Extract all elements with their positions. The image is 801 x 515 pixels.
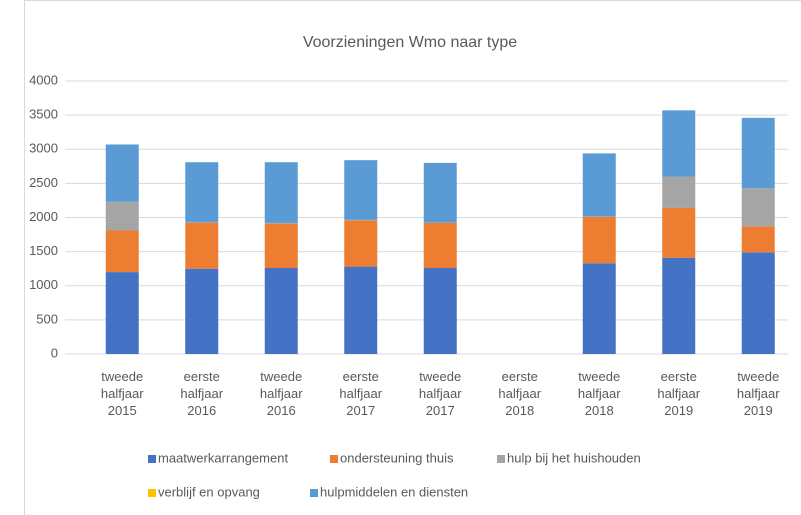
- bar-segment: [105, 230, 139, 273]
- y-tick-label: 1500: [29, 243, 58, 258]
- bar-segment: [662, 176, 696, 208]
- x-tick-label: eerste halfjaar 2018: [498, 369, 542, 418]
- x-tick-label: tweede halfjaar 2015: [100, 369, 144, 418]
- bar-segment: [741, 117, 775, 189]
- bar-segment: [264, 268, 298, 354]
- bar-segment: [741, 252, 775, 354]
- bar-segment: [344, 160, 378, 220]
- legend-swatch: [330, 455, 338, 463]
- bar-segment: [423, 162, 457, 223]
- bar-segment: [582, 153, 616, 217]
- bar-segment: [344, 266, 378, 354]
- chart-title: Voorzieningen Wmo naar type: [303, 34, 517, 51]
- legend-label: ondersteuning thuis: [340, 450, 454, 465]
- bar-segment: [264, 223, 298, 269]
- bar-segment: [105, 272, 139, 354]
- bar-segment: [423, 268, 457, 354]
- x-tick-label: eerste halfjaar 2016: [180, 369, 224, 418]
- legend-label: hulpmiddelen en diensten: [320, 484, 468, 499]
- legend-swatch: [497, 455, 505, 463]
- x-tick-label: eerste halfjaar 2019: [657, 369, 701, 418]
- bar-segment: [662, 110, 696, 177]
- bar-segment: [741, 188, 775, 227]
- y-tick-label: 0: [51, 345, 58, 360]
- legend-label: maatwerkarrangement: [158, 450, 288, 465]
- y-tick-label: 4000: [29, 72, 58, 87]
- bar-segment: [185, 221, 219, 223]
- y-tick-label: 3500: [29, 107, 58, 122]
- y-tick-label: 500: [36, 311, 58, 326]
- y-tick-label: 3000: [29, 141, 58, 156]
- bar-segment: [105, 201, 139, 231]
- y-tick-label: 2000: [29, 209, 58, 224]
- legend-swatch: [310, 489, 318, 497]
- legend-label: verblijf en opvang: [158, 484, 260, 499]
- chart-border: [24, 0, 801, 515]
- bar-segment: [662, 257, 696, 354]
- legend-swatch: [148, 455, 156, 463]
- bar-segment: [423, 222, 457, 269]
- y-tick-label: 1000: [29, 277, 58, 292]
- bar-segment: [662, 207, 696, 258]
- x-tick-label: tweede halfjaar 2017: [418, 369, 462, 418]
- legend-swatch: [148, 489, 156, 497]
- bar-segment: [264, 222, 298, 224]
- y-tick-label: 2500: [29, 175, 58, 190]
- bar-segment: [185, 162, 219, 222]
- bar-segment: [741, 226, 775, 253]
- bar-segment: [582, 263, 616, 354]
- x-tick-label: eerste halfjaar 2017: [339, 369, 383, 418]
- bar-segment: [582, 216, 616, 264]
- bar-segment: [264, 162, 298, 223]
- bar-segment: [185, 222, 219, 269]
- x-tick-label: tweede halfjaar 2016: [259, 369, 303, 418]
- bar-segment: [185, 268, 219, 354]
- bar-segment: [344, 220, 378, 267]
- bar-segment: [105, 144, 139, 202]
- x-tick-label: tweede halfjaar 2019: [736, 369, 780, 418]
- x-tick-label: tweede halfjaar 2018: [577, 369, 621, 418]
- legend-label: hulp bij het huishouden: [507, 450, 641, 465]
